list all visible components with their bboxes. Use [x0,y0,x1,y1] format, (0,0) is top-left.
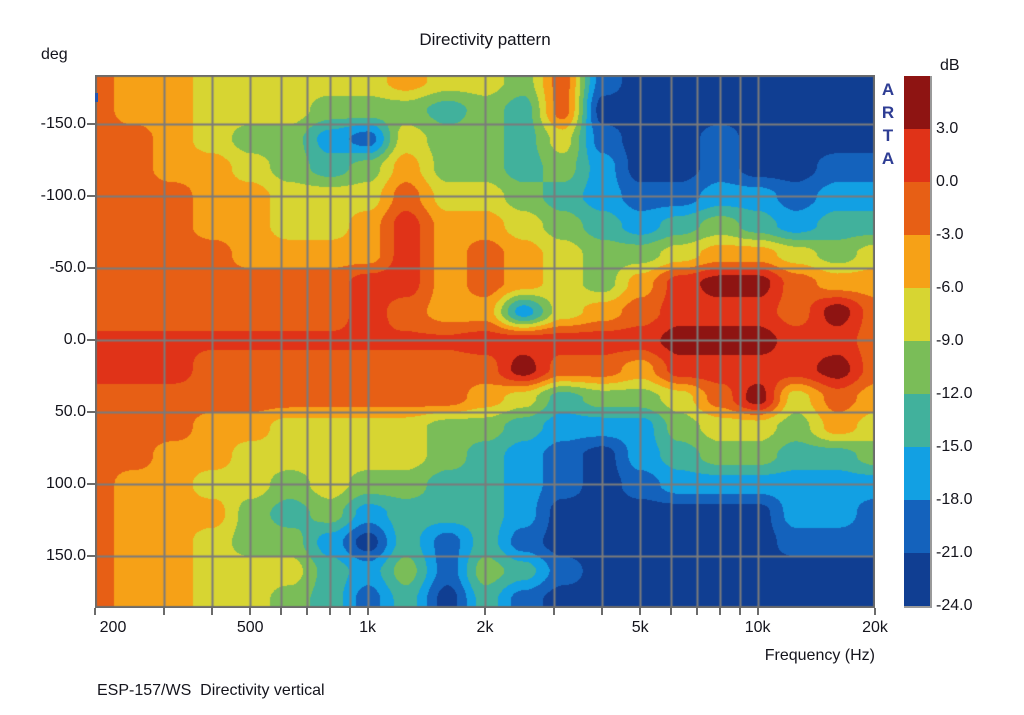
x-tick-mark [484,608,486,615]
x-tick-mark [280,608,283,615]
x-tick-label: 500 [236,619,264,636]
colorbar [904,76,932,608]
arta-watermark-letter: A [881,149,895,168]
arta-watermark-letter: A [881,80,895,99]
colorbar-boundary-label: 3.0 [936,120,959,137]
y-tick-mark [87,411,95,413]
y-tick-mark [87,483,95,485]
y-tick-label: 100.0 [45,475,86,492]
y-tick-mark [87,555,95,557]
colorbar-segment [904,394,930,447]
colorbar-boundary-label: -9.0 [936,332,964,349]
colorbar-segment [904,76,930,129]
y-tick-label: 50.0 [54,403,86,420]
colorbar-boundary-label: -15.0 [936,438,973,455]
y-tick-mark [87,339,95,341]
x-tick-mark [670,608,673,615]
y-tick-label: 0.0 [63,331,86,348]
colorbar-segment [904,235,930,288]
x-tick-mark [211,608,214,615]
x-tick-mark [718,608,721,615]
x-tick-mark [162,608,165,615]
arta-watermark-letter: T [882,126,894,145]
x-tick-mark [552,608,555,615]
x-tick-mark [328,608,331,615]
y-tick-label: -50.0 [49,259,86,276]
measurement-caption: ESP-157/WS Directivity vertical [97,682,325,699]
colorbar-segment [904,341,930,394]
colorbar-boundary-label: -21.0 [936,544,973,561]
x-tick-mark [639,608,642,615]
y-tick-label: -100.0 [40,187,86,204]
x-tick-mark [348,608,351,615]
colorbar-boundary-label: -6.0 [936,279,964,296]
colorbar-segment [904,129,930,182]
y-tick-mark [87,267,95,269]
colorbar-segment [904,500,930,553]
x-tick-mark [306,608,309,615]
x-tick-mark [601,608,604,615]
x-tick-label: 10k [744,619,771,636]
colorbar-unit-label: dB [940,57,960,74]
page-title: Directivity pattern [419,30,551,49]
colorbar-segment [904,182,930,235]
y-tick-label: 150.0 [45,547,86,564]
x-tick-label: 200 [99,619,127,636]
x-tick-mark [738,608,741,615]
x-tick-mark [756,608,759,615]
y-tick-mark [87,195,95,197]
x-tick-mark [696,608,699,615]
colorbar-segment [904,288,930,341]
colorbar-boundary-label: -12.0 [936,385,973,402]
colorbar-boundary-label: 0.0 [936,173,959,190]
arta-watermark-letter: R [881,103,895,122]
colorbar-boundary-label: -24.0 [936,597,973,614]
x-tick-mark [874,608,876,615]
colorbar-segment [904,553,930,606]
directivity-heatmap [95,75,875,608]
x-tick-mark [366,608,369,615]
plot-edge-cursor-mark [95,93,98,102]
colorbar-boundary-label: -18.0 [936,491,973,508]
x-tick-label: 5k [631,619,649,636]
y-axis-unit-label: deg [41,46,68,63]
colorbar-boundary-label: -3.0 [936,226,964,243]
colorbar-segment [904,447,930,500]
x-axis-title: Frequency (Hz) [764,647,875,664]
y-tick-mark [87,123,95,125]
y-tick-label: -150.0 [40,115,86,132]
x-tick-label: 1k [359,619,377,636]
x-tick-label: 2k [476,619,494,636]
x-tick-label: 20k [862,619,888,636]
x-tick-mark [249,608,252,615]
x-tick-mark [94,608,96,615]
